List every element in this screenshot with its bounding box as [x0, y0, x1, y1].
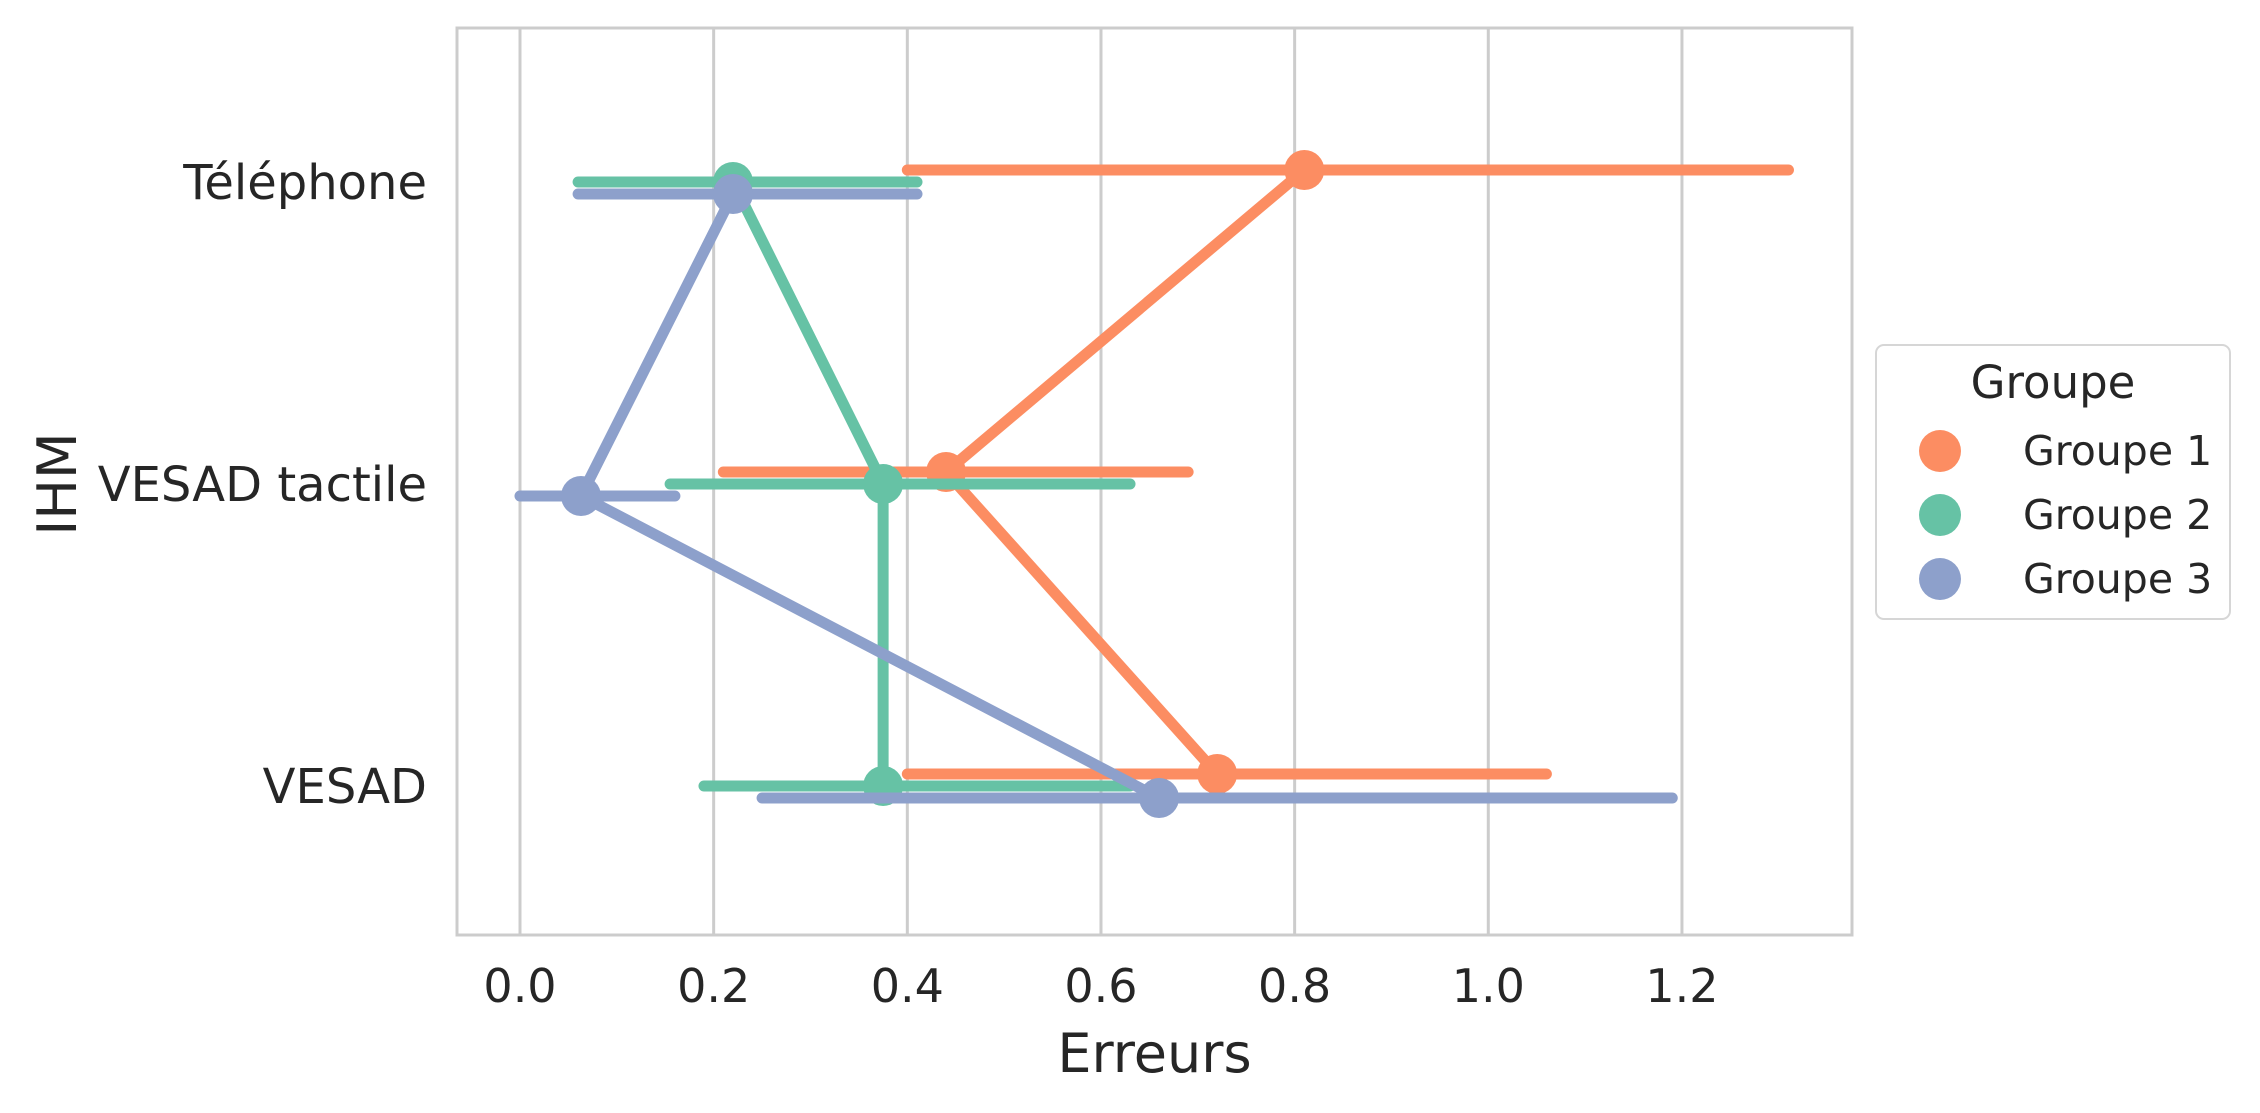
x-tick-label: 0.8: [1258, 959, 1331, 1013]
series-3: [514, 174, 1678, 818]
legend-item: Groupe 2: [1919, 491, 2212, 539]
x-tick-labels: 0.0 0.2 0.4 0.6 0.8 1.0 1.2: [483, 959, 1718, 1013]
legend-items: Groupe 1 Groupe 2 Groupe 3: [1919, 427, 2212, 603]
y-category-labels: Téléphone VESAD tactile VESAD: [98, 155, 427, 815]
y-axis-label: IHM: [26, 432, 89, 535]
data-point: [1284, 150, 1325, 190]
data-point: [1197, 754, 1238, 794]
legend-item: Groupe 3: [1919, 555, 2212, 603]
legend-box: [1875, 344, 2231, 620]
y-category-label: VESAD tactile: [98, 457, 427, 513]
x-tick-label: 0.4: [871, 959, 944, 1013]
legend-marker: [1919, 430, 1961, 472]
series-2: [572, 162, 1136, 806]
x-tick-label: 0.6: [1064, 959, 1137, 1013]
plot-frame: [455, 26, 1854, 937]
data-point: [1139, 778, 1180, 818]
x-tick-label: 0.2: [677, 959, 750, 1013]
series-layer: [514, 150, 1794, 818]
data-point: [561, 476, 602, 516]
legend-item: Groupe 1: [1919, 427, 2212, 475]
x-tick-label: 1.0: [1452, 959, 1525, 1013]
legend-label: Groupe 1: [2023, 427, 2212, 475]
legend-marker: [1919, 558, 1961, 600]
x-axis-label: Erreurs: [1057, 1022, 1251, 1085]
data-point: [863, 464, 904, 504]
legend-label: Groupe 3: [2023, 555, 2212, 603]
legend: Groupe Groupe 1 Groupe 2 Groupe 3: [1875, 344, 2231, 620]
data-point: [713, 174, 754, 214]
y-category-label: VESAD: [263, 759, 427, 815]
legend-title: Groupe: [1971, 356, 2136, 409]
x-tick-label: 0.0: [483, 959, 556, 1013]
legend-marker: [1919, 494, 1961, 536]
y-category-label: Téléphone: [182, 155, 427, 211]
legend-label: Groupe 2: [2023, 491, 2212, 539]
x-tick-label: 1.2: [1645, 959, 1718, 1013]
